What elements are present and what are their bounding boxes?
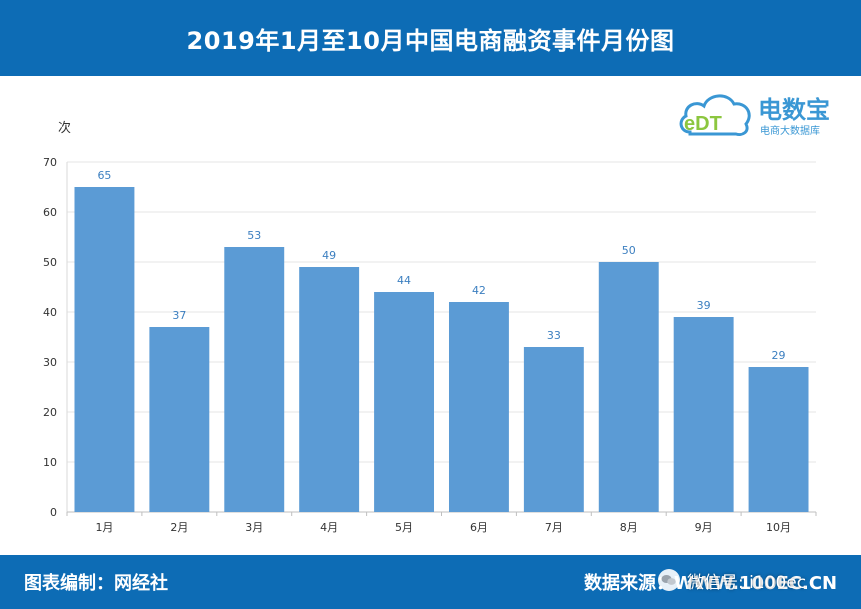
footer-banner: 图表编制：网经社 数据来源：WWW.100EC.CN	[0, 555, 861, 609]
logo-name: 电数宝	[758, 96, 830, 124]
y-tick-label: 0	[50, 506, 57, 519]
logo-subtitle: 电商大数据库	[760, 126, 820, 137]
y-axis-label: 次	[58, 120, 71, 136]
y-tick-label: 30	[43, 356, 57, 369]
credit-text: 图表编制：网经社	[24, 573, 168, 594]
chart-area: 0 10 20 30 40 50 60 70 次 65 1月 37 2月 53 3月 49 4月 44 5月 42 6月…	[0, 76, 861, 555]
x-tick-label: 6月	[470, 521, 488, 534]
x-tick-label: 1月	[95, 521, 113, 534]
y-tick-label: 20	[43, 406, 57, 419]
bar	[673, 317, 734, 512]
bar-value-label: 33	[547, 329, 561, 342]
bar-value-label: 50	[622, 244, 636, 257]
y-tick-label: 70	[43, 156, 57, 169]
x-tick-label: 9月	[695, 521, 713, 534]
wechat-watermark: 微信号: i100ec	[657, 566, 841, 594]
title-banner: 2019年1月至10月中国电商融资事件月份图	[0, 0, 861, 76]
x-tick-label: 3月	[245, 521, 263, 534]
y-tick-label: 60	[43, 206, 57, 219]
x-tick-label: 5月	[395, 521, 413, 534]
cloud-logo-icon: eDT	[679, 94, 751, 136]
bar	[374, 292, 435, 512]
bar-value-label: 29	[772, 349, 786, 362]
y-tick-label: 50	[43, 256, 57, 269]
bar-value-label: 49	[322, 249, 336, 262]
bar-value-label: 37	[172, 309, 186, 322]
bar	[299, 267, 360, 512]
bar-chart: 0 10 20 30 40 50 60 70 次 65 1月 37 2月 53 3月 49 4月 44 5月 42 6月…	[43, 120, 817, 534]
wechat-icon	[658, 569, 680, 591]
bar-value-label: 53	[247, 229, 261, 242]
bar	[224, 247, 285, 512]
logo: eDT 电数宝 电商大数据库	[676, 86, 854, 146]
logo-mark: eDT	[684, 113, 722, 135]
bar	[74, 187, 135, 512]
bar	[448, 302, 509, 512]
bar	[149, 327, 210, 512]
bar-value-label: 44	[397, 274, 411, 287]
source-text: 数据来源：WWW.100EC.CN	[584, 573, 838, 594]
bar	[523, 347, 584, 512]
bar-value-label: 42	[472, 284, 486, 297]
y-tick-label: 40	[43, 306, 57, 319]
bar	[748, 367, 809, 512]
x-tick-label: 2月	[170, 521, 188, 534]
chart-title: 2019年1月至10月中国电商融资事件月份图	[186, 26, 675, 55]
x-tick-label: 4月	[320, 521, 338, 534]
x-tick-label: 7月	[545, 521, 563, 534]
bar-value-label: 39	[697, 299, 711, 312]
wechat-id: 微信号: i100ec	[687, 572, 807, 593]
x-tick-label: 8月	[620, 521, 638, 534]
bar	[598, 262, 659, 512]
x-tick-label: 10月	[766, 521, 791, 534]
bar-value-label: 65	[97, 169, 111, 182]
y-tick-label: 10	[43, 456, 57, 469]
